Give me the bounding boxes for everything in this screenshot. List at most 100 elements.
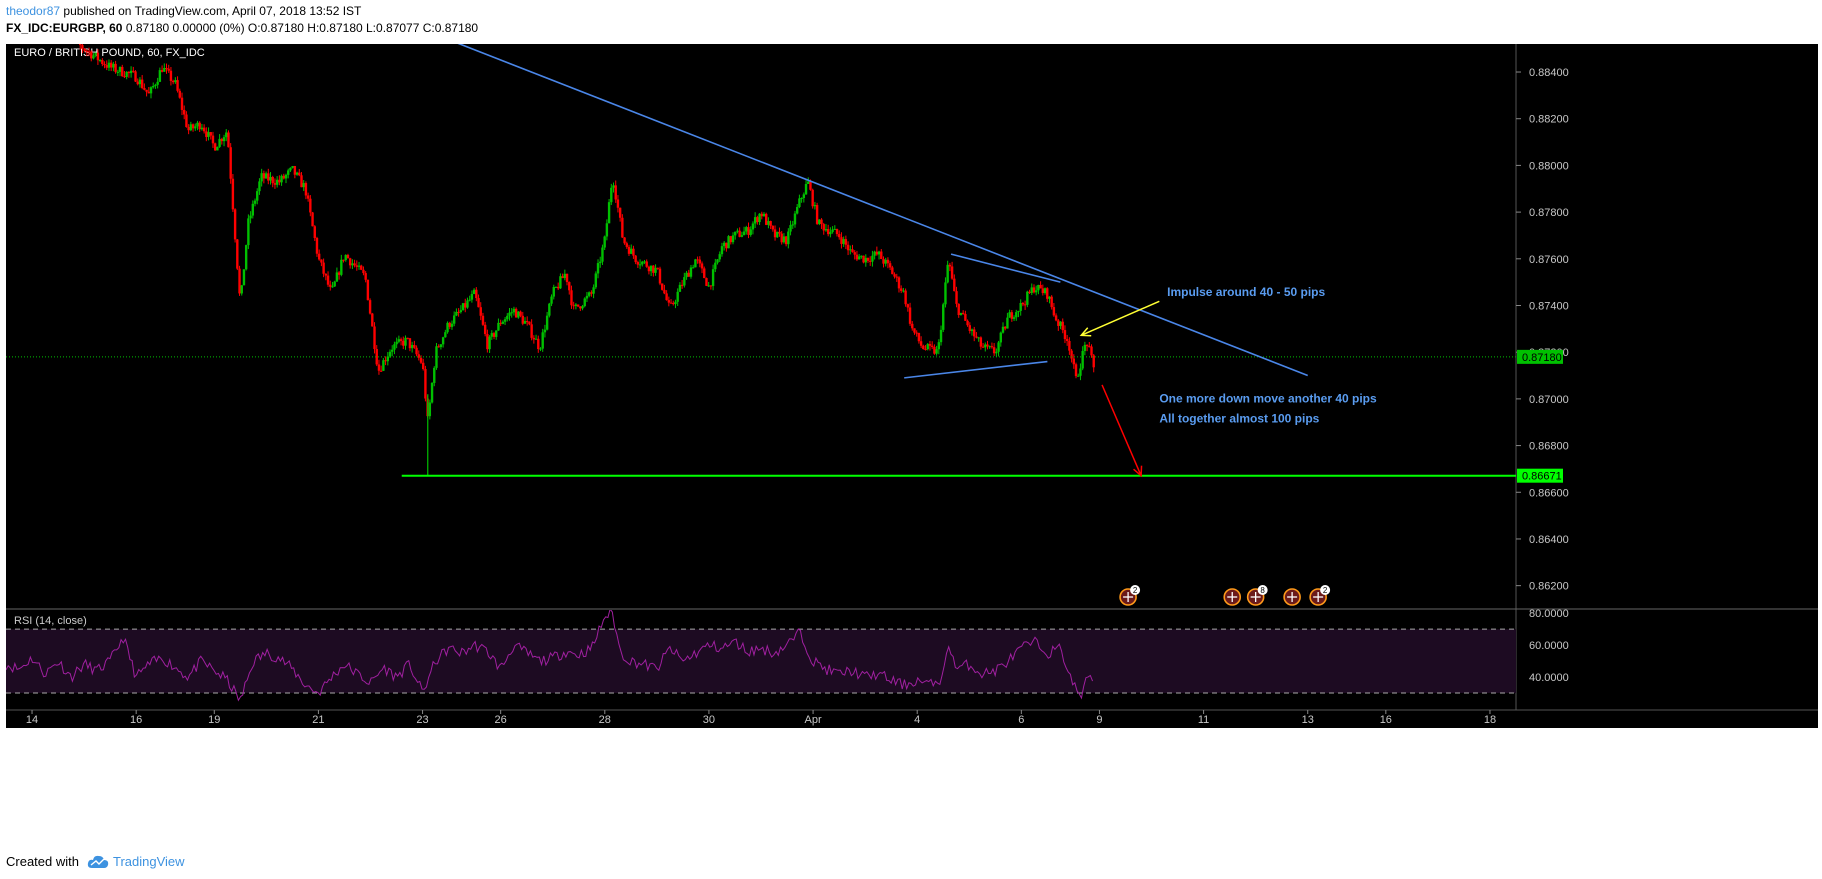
tradingview-link[interactable]: TradingView (87, 854, 185, 869)
candle-body (317, 253, 321, 260)
candle-body (614, 185, 617, 200)
time-tick-label: 21 (312, 714, 324, 726)
chart-container[interactable]: 0.88400 0.88200 0.88000 0.87800 0.87600 0.874… (6, 44, 1818, 836)
candle-body (939, 329, 943, 343)
candle-body (893, 274, 896, 277)
candle-body (818, 219, 821, 224)
candle-body (1061, 321, 1064, 331)
candle-body (860, 255, 863, 257)
candle-body (335, 272, 339, 282)
candle-body (995, 351, 998, 354)
price-tick-label: 0.87000 (1529, 394, 1569, 406)
candle-body (287, 170, 290, 175)
candle-body (490, 333, 494, 337)
candle-body (441, 337, 445, 345)
candle-body (1008, 312, 1011, 318)
candle-body (435, 346, 438, 368)
candle-body (703, 268, 706, 279)
candle-body (112, 63, 115, 68)
candle-body (997, 342, 1000, 352)
candle-body (185, 114, 188, 128)
candle-body (649, 265, 653, 272)
annotation-text: Impulse around 40 - 50 pips (1167, 285, 1325, 299)
candle-body (1081, 351, 1084, 369)
candles-group (78, 44, 1095, 476)
annotation-text: One more down move another 40 pips (1159, 391, 1377, 405)
candle-body (780, 233, 783, 243)
candle-body (545, 315, 549, 330)
candle-body (610, 187, 613, 203)
candle-body (800, 198, 803, 200)
candle-body (371, 313, 374, 327)
candle-body (630, 248, 633, 254)
price-tick-label: 0.87400 (1529, 300, 1569, 312)
chart-canvas[interactable]: 0.88400 0.88200 0.88000 0.87800 0.87600 0.874… (6, 44, 1818, 831)
rsi-tick-label: 80.0000 (1529, 608, 1569, 620)
candle-body (377, 364, 381, 371)
candle-body (342, 259, 345, 261)
candle-body (503, 319, 507, 322)
candle-body (523, 321, 527, 324)
candle-body (871, 255, 874, 262)
drawings-group (401, 44, 1516, 478)
candle-body (532, 337, 536, 340)
candle-body (973, 329, 976, 337)
candle-body (424, 369, 427, 399)
candle-body (599, 261, 602, 264)
candle-body (258, 181, 261, 192)
time-tick-label: 18 (1484, 714, 1496, 726)
candle-body (928, 344, 932, 346)
candle-body (654, 267, 657, 273)
candle-body (809, 181, 812, 190)
candle-body (652, 265, 655, 273)
candle-body (1046, 288, 1049, 299)
author-link[interactable]: theodor87 (6, 4, 61, 18)
candle-body (216, 146, 219, 151)
candle-body (508, 312, 511, 316)
candle-body (804, 183, 808, 195)
candle-body (1004, 326, 1007, 329)
candle-body (253, 200, 257, 204)
candle-body (1030, 287, 1033, 293)
candle-body (568, 282, 571, 291)
candle-body (990, 346, 994, 348)
candle-body (1057, 320, 1060, 326)
candle-body (256, 191, 259, 201)
event-badge-count: 2 (1133, 586, 1138, 595)
candle-body (194, 126, 197, 129)
candle-body (85, 50, 89, 52)
candle-body (311, 212, 314, 227)
candle-body (499, 322, 502, 324)
candle-body (244, 245, 248, 270)
candle-body (999, 332, 1002, 343)
time-tick-label: 16 (1380, 714, 1392, 726)
candle-body (636, 262, 640, 265)
rsi-band (6, 629, 1516, 694)
candle-body (711, 269, 715, 287)
time-tick-label: 14 (26, 714, 38, 726)
candle-body (672, 303, 675, 305)
candle-body (1023, 304, 1027, 306)
downtrend-line (457, 44, 1309, 377)
candle-body (366, 279, 370, 301)
candle-body (625, 243, 628, 247)
candle-body (829, 231, 832, 235)
candle-body (787, 231, 790, 245)
price-tick-label: 0.86400 (1529, 534, 1569, 546)
candle-body (466, 300, 469, 308)
candle-body (470, 293, 474, 300)
candle-body (1072, 358, 1076, 365)
candle-body (1052, 307, 1056, 316)
candle-body (543, 329, 547, 333)
candle-body (840, 237, 843, 244)
ohlc-values: 0.87180 0.00000 (0%) O:0.87180 H:0.87180… (125, 21, 479, 35)
candle-body (782, 236, 786, 243)
candle-body (196, 122, 199, 127)
candle-body (408, 338, 412, 349)
candle-body (200, 127, 204, 130)
candle-body (975, 336, 978, 338)
rsi-tick-label: 60.0000 (1529, 640, 1569, 652)
candle-body (977, 337, 980, 339)
candle-body (612, 185, 615, 188)
candle-body (1010, 312, 1014, 319)
